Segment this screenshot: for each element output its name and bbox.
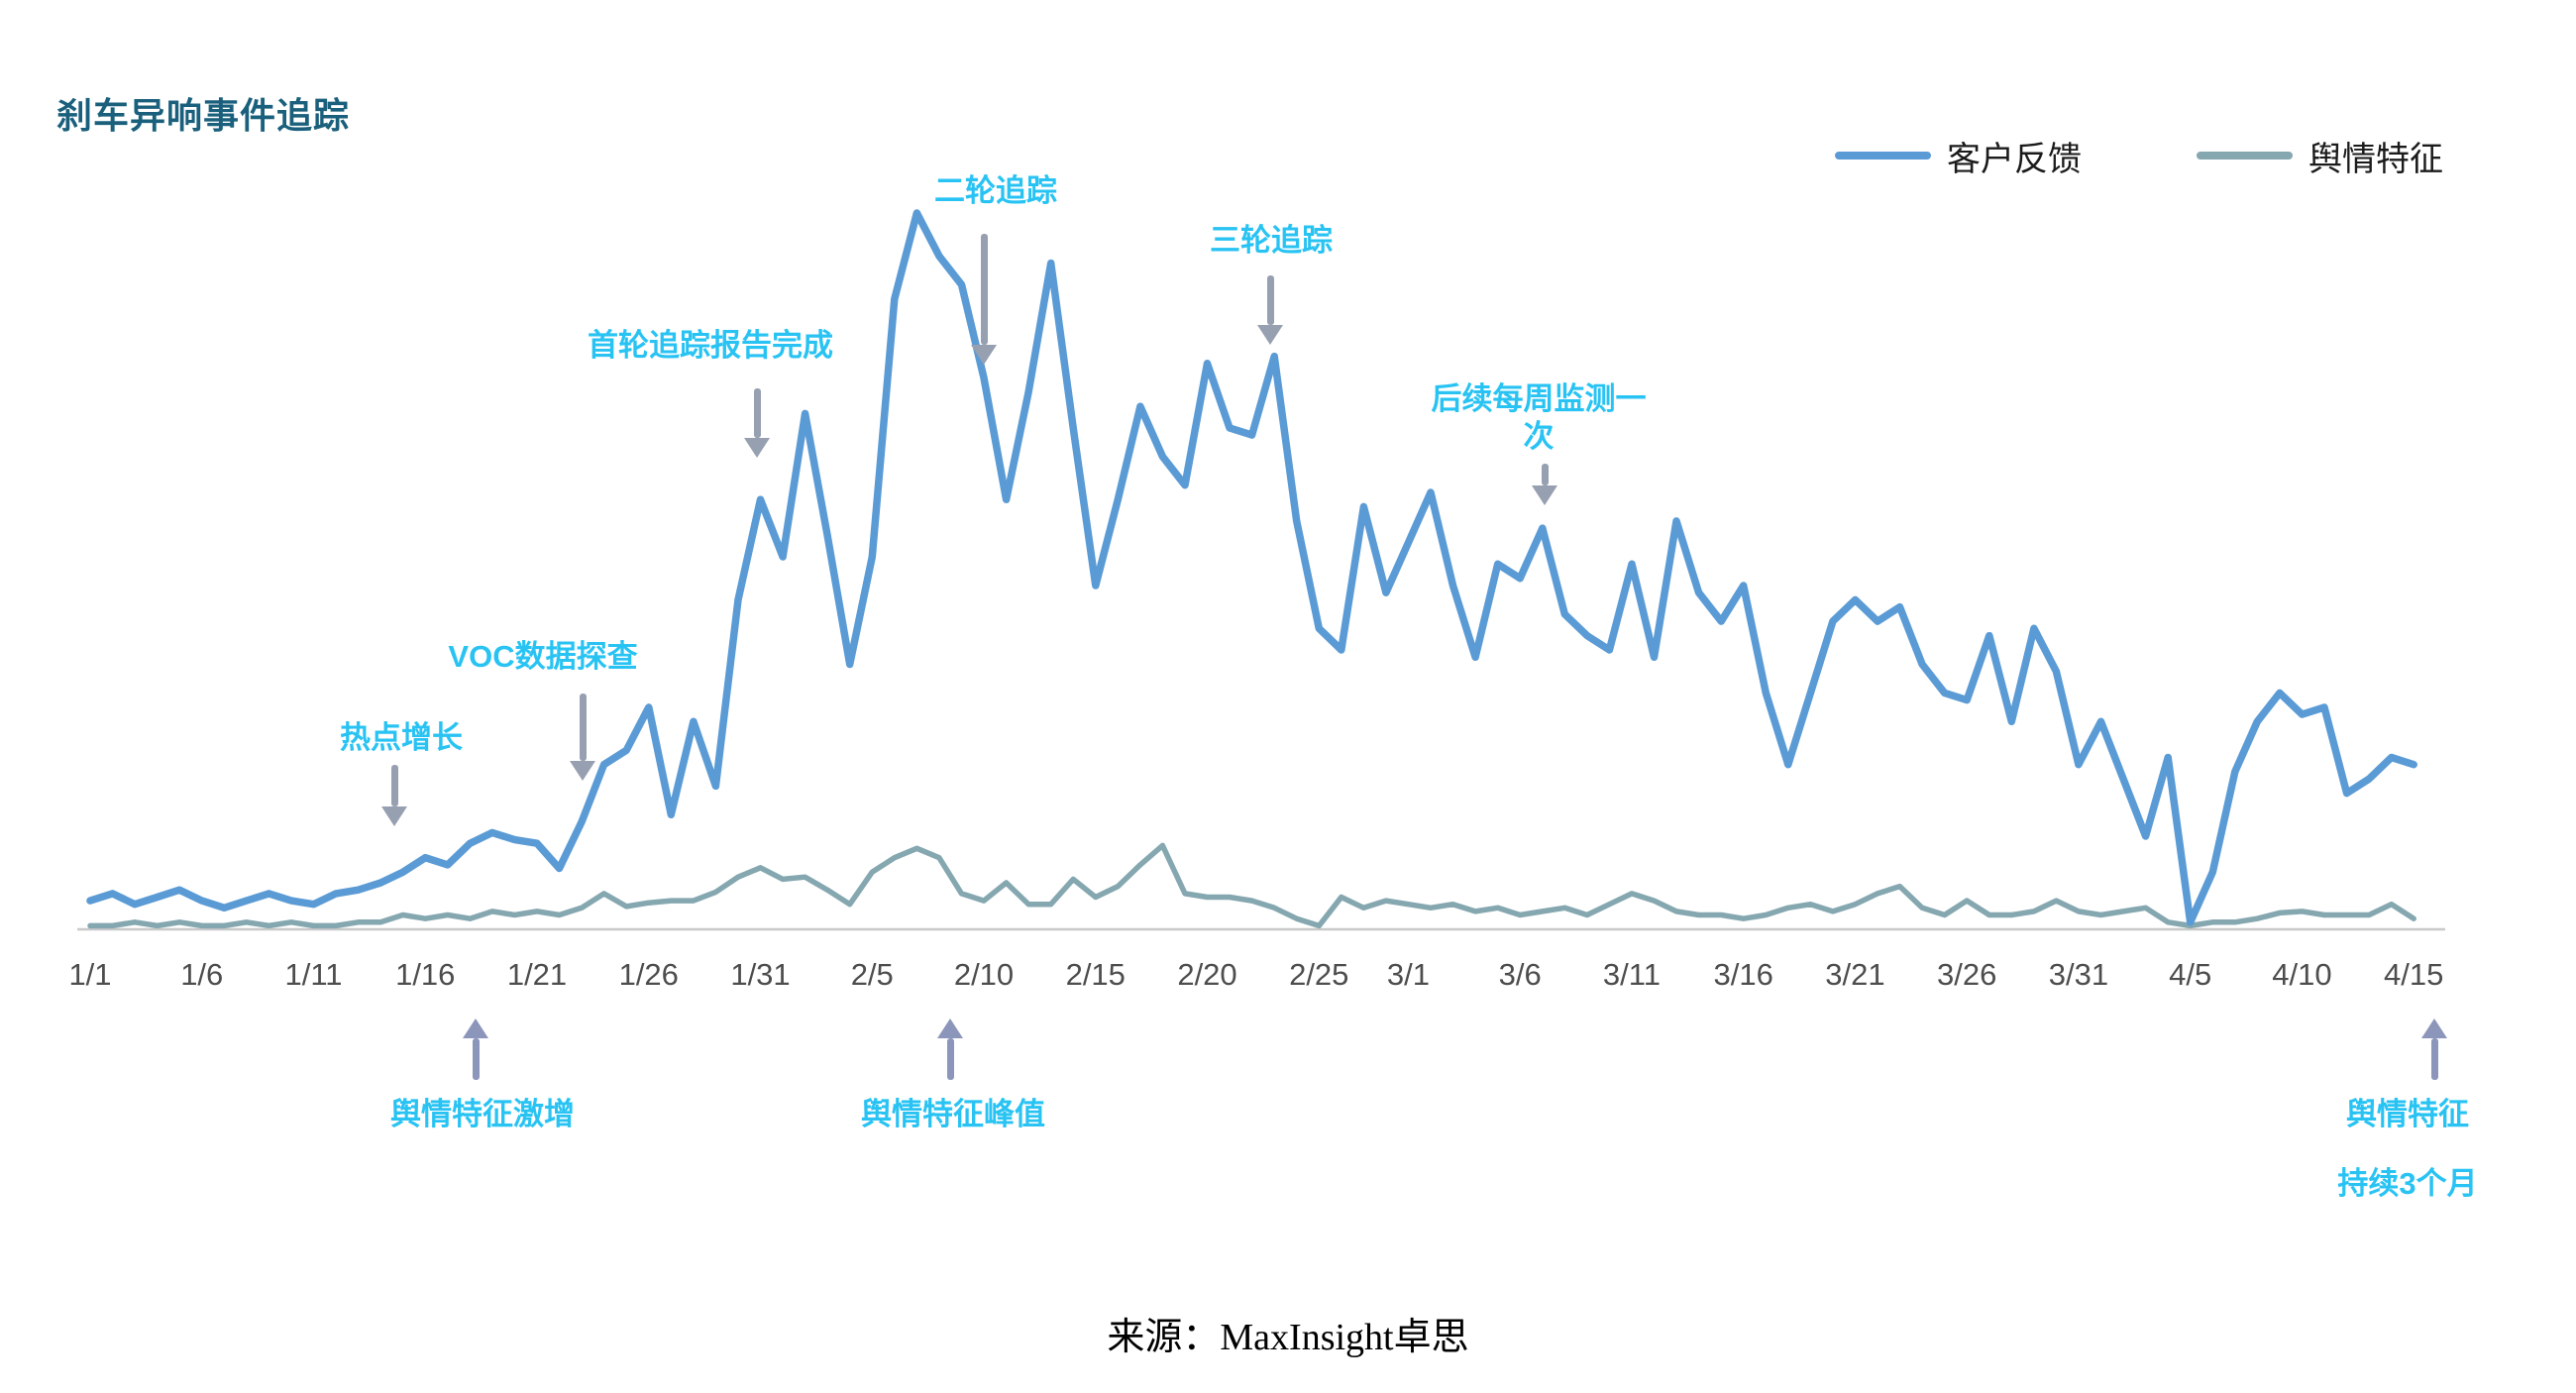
x-tick-label: 3/16 xyxy=(1713,957,1773,992)
annotation-third-track: 三轮追踪 xyxy=(1210,223,1333,258)
x-tick-label: 3/6 xyxy=(1498,957,1542,992)
annotation-weekly-monitor: 后续每周监测一次 xyxy=(1431,381,1647,454)
x-tick-label: 1/6 xyxy=(180,957,224,992)
x-tick-label: 3/31 xyxy=(2048,957,2109,992)
x-tick-label: 1/16 xyxy=(395,957,456,992)
x-tick-label: 2/5 xyxy=(850,957,894,992)
annotation-second-track: 二轮追踪 xyxy=(934,173,1057,208)
x-tick-label: 3/21 xyxy=(1825,957,1885,992)
sentiment-feature-line xyxy=(87,842,2416,929)
hotspot-growth-arrow-icon xyxy=(381,765,407,826)
weekly-monitor-arrow-icon xyxy=(1532,464,1557,505)
x-tick-label: 2/20 xyxy=(1177,957,1237,992)
annotation-sentiment-peak: 舆情特征峰值 xyxy=(861,1097,1045,1131)
sentiment-duration-arrow-icon xyxy=(2421,1018,2447,1080)
annotation-sentiment-duration: 舆情特征 持续3个月 xyxy=(2337,1097,2478,1201)
annotation-hotspot-growth: 热点增长 xyxy=(340,720,463,755)
annotation-first-report: 首轮追踪报告完成 xyxy=(588,328,833,363)
source-text: 来源：MaxInsight卓思 xyxy=(1107,1317,1469,1358)
sentiment-peak-arrow-icon xyxy=(937,1018,963,1080)
voc-probe-arrow-icon xyxy=(570,694,595,781)
x-tick-label: 2/25 xyxy=(1289,957,1349,992)
third-track-arrow-icon xyxy=(1257,275,1283,345)
legend-swatch xyxy=(1835,152,1931,160)
sentiment-surge-arrow-icon xyxy=(463,1018,488,1080)
annotation-sentiment-surge: 舆情特征激增 xyxy=(390,1097,575,1131)
x-tick-label: 2/10 xyxy=(953,957,1015,992)
page-title: 刹车异响事件追踪 xyxy=(56,95,351,136)
x-tick-label: 4/10 xyxy=(2272,957,2332,992)
first-report-arrow-icon xyxy=(744,388,770,458)
legend-item-sentiment-feature: 舆情特征 xyxy=(2197,132,2443,180)
legend-item-customer-feedback: 客户反馈 xyxy=(1835,132,2082,180)
x-tick-label: 3/11 xyxy=(1602,957,1661,992)
x-tick-label: 4/15 xyxy=(2384,957,2444,992)
annotation-voc-probe: VOC数据探查 xyxy=(448,639,638,674)
x-tick-label: 4/5 xyxy=(2169,957,2212,992)
x-tick-label: 1/11 xyxy=(284,957,343,992)
x-tick-label: 1/31 xyxy=(730,957,791,992)
legend-label: 舆情特征 xyxy=(2308,140,2443,178)
legend: 客户反馈 舆情特征 xyxy=(1835,133,2443,178)
x-tick-label: 3/1 xyxy=(1386,957,1430,992)
x-tick-label: 2/15 xyxy=(1065,957,1126,992)
x-tick-label: 1/1 xyxy=(68,957,112,992)
x-tick-label: 1/21 xyxy=(506,957,568,992)
second-track-arrow-icon xyxy=(971,234,997,365)
legend-label: 客户反馈 xyxy=(1947,140,2082,178)
line-chart xyxy=(77,209,2445,931)
legend-swatch xyxy=(2197,152,2293,160)
customer-feedback-line xyxy=(86,209,2417,926)
x-tick-label: 1/26 xyxy=(618,957,679,992)
x-tick-label: 3/26 xyxy=(1937,957,1997,992)
